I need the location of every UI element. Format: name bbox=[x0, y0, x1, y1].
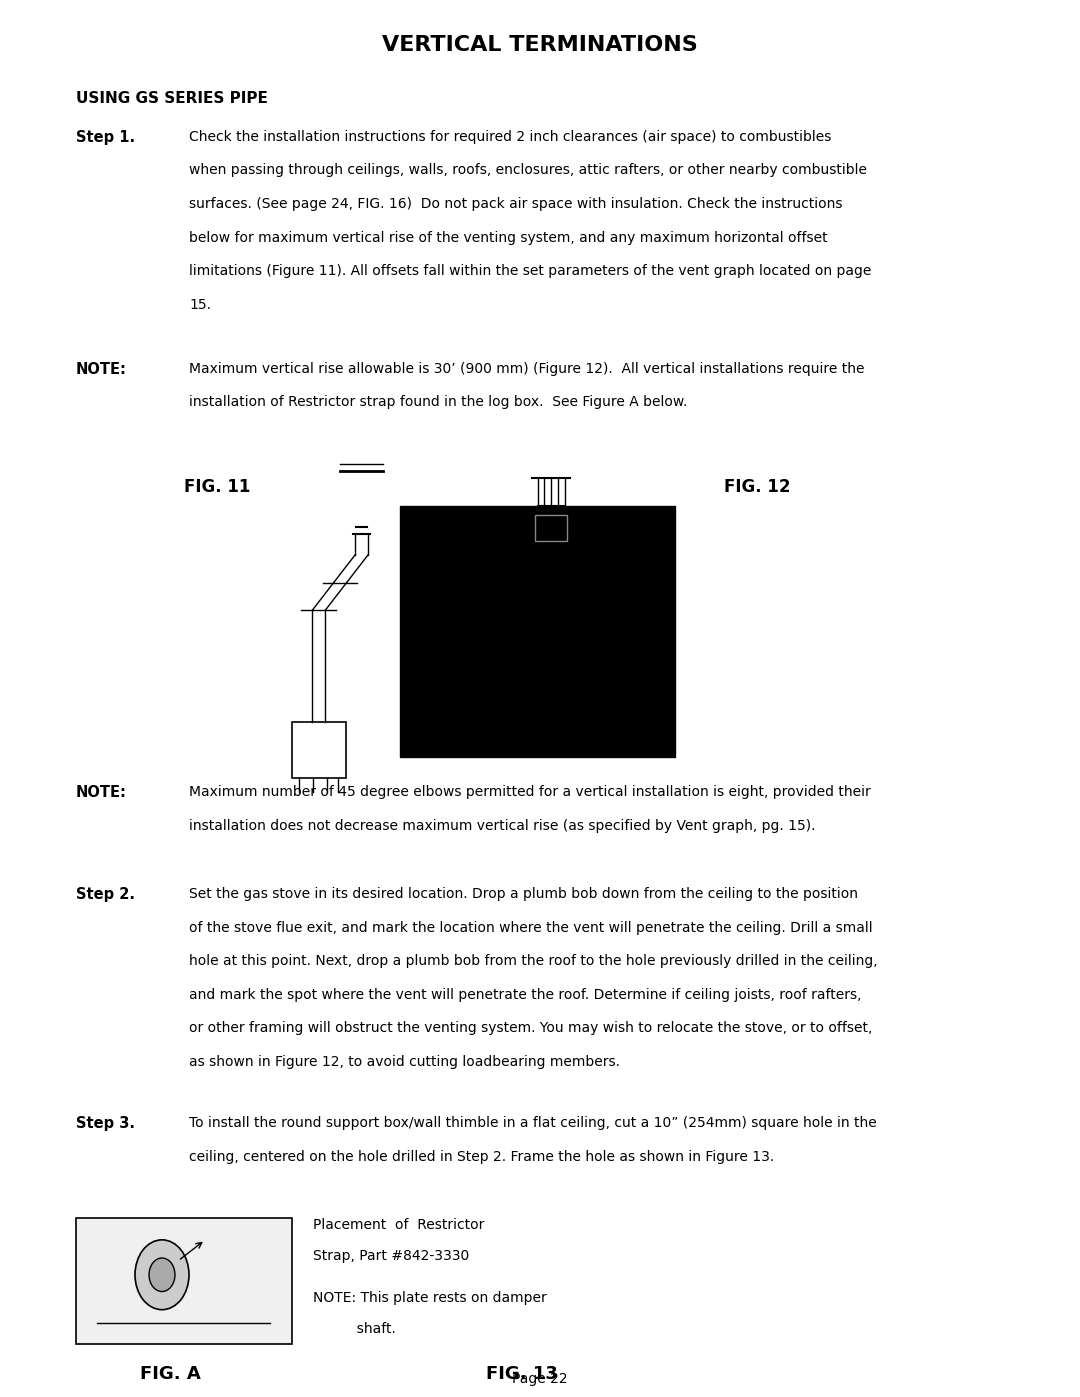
Text: FIG. 12: FIG. 12 bbox=[724, 478, 791, 496]
Circle shape bbox=[149, 1259, 175, 1292]
Text: Step 3.: Step 3. bbox=[76, 1116, 135, 1132]
Text: NOTE:: NOTE: bbox=[76, 785, 126, 800]
Text: Set the gas stove in its desired location. Drop a plumb bob down from the ceilin: Set the gas stove in its desired locatio… bbox=[189, 887, 858, 901]
Text: USING GS SERIES PIPE: USING GS SERIES PIPE bbox=[76, 91, 268, 106]
Text: when passing through ceilings, walls, roofs, enclosures, attic rafters, or other: when passing through ceilings, walls, ro… bbox=[189, 163, 867, 177]
Text: Placement  of  Restrictor: Placement of Restrictor bbox=[313, 1218, 485, 1232]
Text: or other framing will obstruct the venting system. You may wish to relocate the : or other framing will obstruct the venti… bbox=[189, 1021, 873, 1035]
Text: below for maximum vertical rise of the venting system, and any maximum horizonta: below for maximum vertical rise of the v… bbox=[189, 231, 827, 244]
Text: Strap, Part #842-3330: Strap, Part #842-3330 bbox=[313, 1249, 470, 1263]
Text: Step 2.: Step 2. bbox=[76, 887, 135, 902]
Circle shape bbox=[135, 1241, 189, 1310]
Text: Check the installation instructions for required 2 inch clearances (air space) t: Check the installation instructions for … bbox=[189, 130, 832, 144]
Bar bbox=[535, 515, 567, 541]
Text: surfaces. (See page 24, FIG. 16)  Do not pack air space with insulation. Check t: surfaces. (See page 24, FIG. 16) Do not … bbox=[189, 197, 842, 211]
Text: installation does not decrease maximum vertical rise (as specified by Vent graph: installation does not decrease maximum v… bbox=[189, 819, 815, 833]
Text: NOTE:: NOTE: bbox=[76, 362, 126, 377]
Bar bbox=[76, 1218, 292, 1344]
Text: Maximum number of 45 degree elbows permitted for a vertical installation is eigh: Maximum number of 45 degree elbows permi… bbox=[189, 785, 870, 799]
Text: FIG. 11: FIG. 11 bbox=[184, 478, 249, 496]
Text: limitations (Figure 11). All offsets fall within the set parameters of the vent : limitations (Figure 11). All offsets fal… bbox=[189, 264, 872, 278]
Text: 15.: 15. bbox=[189, 298, 211, 312]
Text: of the stove flue exit, and mark the location where the vent will penetrate the : of the stove flue exit, and mark the loc… bbox=[189, 921, 873, 935]
Text: ceiling, centered on the hole drilled in Step 2. Frame the hole as shown in Figu: ceiling, centered on the hole drilled in… bbox=[189, 1150, 774, 1164]
Text: FIG. 13: FIG. 13 bbox=[486, 1365, 558, 1383]
Text: Page 22: Page 22 bbox=[512, 1372, 568, 1386]
Text: hole at this point. Next, drop a plumb bob from the roof to the hole previously : hole at this point. Next, drop a plumb b… bbox=[189, 954, 878, 968]
Bar bbox=[400, 506, 675, 757]
Text: and mark the spot where the vent will penetrate the roof. Determine if ceiling j: and mark the spot where the vent will pe… bbox=[189, 988, 862, 1002]
Text: Maximum vertical rise allowable is 30’ (900 mm) (Figure 12).  All vertical insta: Maximum vertical rise allowable is 30’ (… bbox=[189, 362, 864, 376]
Text: To install the round support box/wall thimble in a flat ceiling, cut a 10” (254m: To install the round support box/wall th… bbox=[189, 1116, 877, 1130]
Text: installation of Restrictor strap found in the log box.  See Figure A below.: installation of Restrictor strap found i… bbox=[189, 395, 687, 409]
Text: NOTE: This plate rests on damper: NOTE: This plate rests on damper bbox=[313, 1291, 546, 1305]
Text: as shown in Figure 12, to avoid cutting loadbearing members.: as shown in Figure 12, to avoid cutting … bbox=[189, 1055, 620, 1069]
Text: FIG. A: FIG. A bbox=[140, 1365, 201, 1383]
Text: Step 1.: Step 1. bbox=[76, 130, 135, 145]
Text: VERTICAL TERMINATIONS: VERTICAL TERMINATIONS bbox=[382, 35, 698, 54]
Text: shaft.: shaft. bbox=[313, 1322, 396, 1336]
Bar bbox=[292, 722, 346, 778]
